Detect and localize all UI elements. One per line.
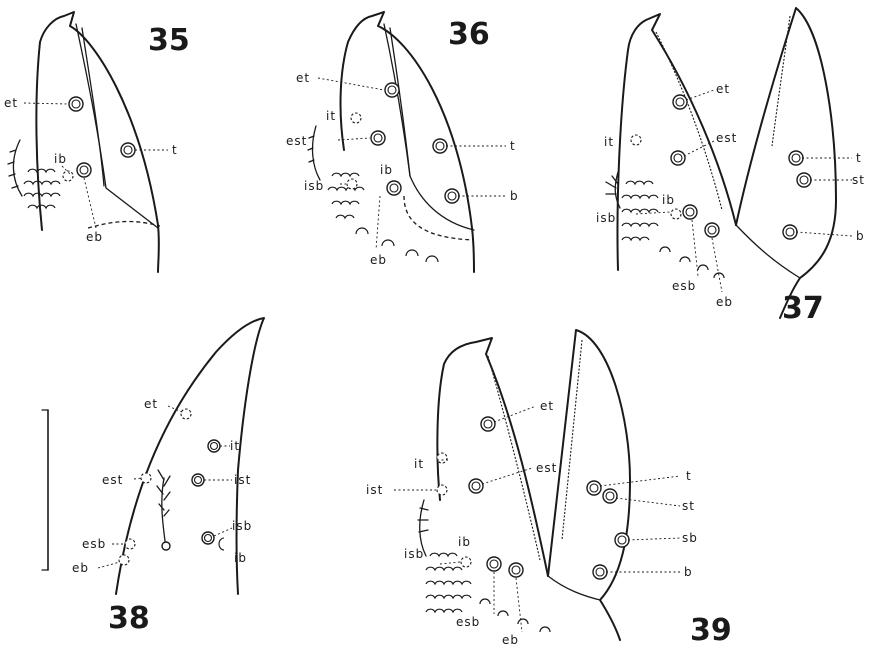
label-b: b [856, 229, 865, 243]
label-eb: eb [716, 295, 733, 309]
teeth-fixed-39 [487, 355, 541, 561]
label-et: et [144, 397, 158, 411]
label-t: t [510, 139, 516, 153]
label-ib: ib [234, 551, 247, 565]
seta-35 [7, 139, 23, 197]
granules-36 [327, 172, 439, 263]
label-et: et [296, 71, 310, 85]
chela-outline-37 [616, 13, 737, 271]
figure-number-36: 36 [448, 17, 490, 52]
label-t: t [686, 469, 692, 483]
label-b: b [684, 565, 693, 579]
label-eb: eb [86, 230, 103, 244]
seta-37 [605, 171, 621, 209]
finger-outline-38 [115, 317, 265, 595]
label-ib: ib [380, 163, 393, 177]
label-et: et [4, 96, 18, 110]
label-it: it [326, 109, 336, 123]
label-it: it [604, 135, 614, 149]
movable-finger-edge-36 [383, 23, 475, 231]
granules-37 [621, 180, 725, 279]
label-sb: sb [682, 531, 698, 545]
label-eb: eb [370, 253, 387, 267]
label-esb: esb [456, 615, 480, 629]
trichobothria-37 [630, 94, 812, 240]
figure-37: 37 et it est t st ib isb b esb eb [596, 7, 865, 326]
figure-36: 36 et it est ib isb t b eb [286, 11, 519, 273]
finger-base-line-35 [87, 220, 161, 229]
label-et: et [540, 399, 554, 413]
label-est: est [286, 134, 307, 148]
label-est: est [536, 461, 557, 475]
figure-number-38: 38 [108, 601, 150, 636]
label-ist: ist [366, 483, 383, 497]
trichobothria-38 [118, 408, 225, 566]
figure-number-37: 37 [782, 291, 824, 326]
label-eb: eb [72, 561, 89, 575]
figure-35: 35 et ib t eb [4, 11, 190, 273]
teeth-movable-39 [561, 339, 583, 541]
label-it: it [230, 439, 240, 453]
finger-base-line-36 [403, 195, 475, 241]
granules-39 [425, 552, 551, 633]
label-it: it [414, 457, 424, 471]
figure-number-39: 39 [690, 613, 732, 648]
label-eb: eb [502, 633, 519, 647]
label-ib: ib [458, 535, 471, 549]
label-b: b [510, 189, 519, 203]
label-st: st [852, 173, 865, 187]
trichobothria-36 [346, 82, 460, 204]
trichobothria-35 [62, 96, 136, 182]
label-t: t [856, 151, 862, 165]
granules-35 [23, 168, 61, 210]
chela-outline-39 [436, 337, 549, 577]
label-esb: esb [82, 537, 106, 551]
figure-number-35: 35 [148, 23, 190, 58]
figure-38: 38 et it est ist isb esb ib eb [41, 317, 265, 636]
label-est: est [102, 473, 123, 487]
label-et: et [716, 82, 730, 96]
figure-39: 39 et it est ist t st sb ib isb b esb eb [366, 329, 732, 648]
seta-39 [417, 499, 429, 557]
movable-finger-37 [735, 7, 837, 319]
teeth-fixed-37 [655, 31, 723, 211]
seta-36 [307, 125, 321, 181]
label-isb: isb [596, 211, 616, 225]
label-t: t [172, 143, 178, 157]
label-isb: isb [232, 519, 252, 533]
label-ib: ib [54, 152, 67, 166]
label-st: st [682, 499, 695, 513]
label-isb: isb [304, 179, 324, 193]
seta-38 [156, 469, 171, 549]
movable-finger-edge-35 [75, 23, 159, 229]
label-ist: ist [234, 473, 251, 487]
label-est: est [716, 131, 737, 145]
label-isb: isb [404, 547, 424, 561]
teeth-movable-37 [771, 15, 791, 147]
label-ib: ib [662, 193, 675, 207]
label-esb: esb [672, 279, 696, 293]
trichobothria-39 [436, 416, 630, 580]
